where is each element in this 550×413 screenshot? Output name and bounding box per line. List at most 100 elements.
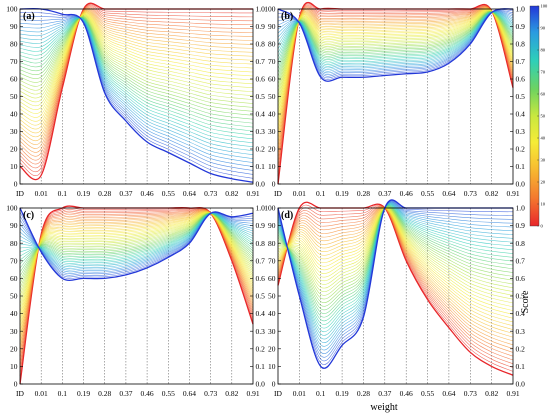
series-line bbox=[19, 207, 254, 281]
y2-tick-label: 0.4 bbox=[516, 110, 526, 119]
x-tick-label: 0.46 bbox=[400, 189, 413, 198]
y2-tick-label: 0.0 bbox=[256, 380, 266, 389]
x-tick-label: 0.19 bbox=[336, 189, 349, 198]
y-tick-label: 80 bbox=[10, 239, 18, 248]
x-tick-label: 0.37 bbox=[119, 189, 132, 198]
y-tick-label: 40 bbox=[10, 309, 18, 318]
x-tick-label: 0.55 bbox=[421, 189, 434, 198]
y2-tick-label: 0.3 bbox=[516, 327, 526, 336]
series-line bbox=[19, 8, 254, 153]
series-line bbox=[277, 5, 514, 169]
colorbar-tick-label: 20 bbox=[541, 180, 546, 185]
series-line bbox=[19, 16, 254, 167]
x-tick-label: 0.55 bbox=[162, 389, 175, 398]
series-line bbox=[19, 5, 254, 169]
series-line bbox=[277, 8, 514, 141]
y2-tick-label: 0.3 bbox=[516, 127, 526, 136]
series-line bbox=[277, 4, 514, 177]
x-tick-label: 0.73 bbox=[464, 389, 477, 398]
series-line bbox=[277, 11, 514, 89]
series-line bbox=[277, 11, 514, 77]
x-tick-label: ID bbox=[16, 389, 24, 398]
y-tick-label: 100 bbox=[264, 204, 276, 213]
x-tick-label: 0.1 bbox=[316, 189, 326, 198]
y2-tick-label: 0.3 bbox=[256, 127, 266, 136]
y2-tick-label: 0.2 bbox=[256, 145, 266, 154]
series-line bbox=[19, 17, 254, 124]
series-line bbox=[277, 204, 514, 325]
panel-label: (d) bbox=[281, 210, 293, 221]
panel-3: 0 10 20 30 40 50 60 70 80 90 100 0.0 0.1 0.2 0.3 0.4 0.5… bbox=[6, 204, 265, 398]
y-tick-label: 0 bbox=[272, 380, 276, 389]
series-line bbox=[19, 13, 254, 122]
series-line bbox=[277, 11, 514, 73]
y-tick-label: 10 bbox=[268, 162, 276, 171]
series-line bbox=[19, 210, 254, 357]
series-line bbox=[277, 11, 514, 70]
y2-tick-label: 0.9 bbox=[516, 22, 526, 31]
series-line bbox=[277, 11, 514, 65]
y-tick-label: 70 bbox=[10, 256, 18, 265]
panel-label: (a) bbox=[23, 11, 35, 22]
y-tick-label: 80 bbox=[10, 40, 18, 49]
series-line bbox=[277, 11, 514, 69]
series-line bbox=[277, 202, 514, 351]
y-tick-label: 80 bbox=[268, 40, 276, 49]
series-line bbox=[19, 17, 254, 128]
series-line bbox=[277, 9, 514, 79]
series-line bbox=[277, 11, 514, 69]
y2-tick-label: 0.8 bbox=[516, 239, 526, 248]
series-line bbox=[277, 11, 514, 67]
y-tick-label: 70 bbox=[268, 256, 276, 265]
series-line bbox=[19, 7, 254, 161]
series-line bbox=[19, 210, 254, 353]
colorbar-tick-label: 70 bbox=[541, 70, 546, 75]
series-line bbox=[19, 208, 254, 373]
series-line bbox=[19, 14, 254, 107]
y-tick-label: 20 bbox=[268, 145, 276, 154]
series-line bbox=[277, 207, 514, 296]
y-tick-label: 10 bbox=[10, 162, 18, 171]
y2-tick-label: 0.0 bbox=[256, 180, 266, 189]
series-line bbox=[19, 17, 254, 152]
series-line bbox=[277, 8, 514, 137]
y-tick-label: 60 bbox=[268, 75, 276, 84]
series-line bbox=[277, 205, 514, 322]
y-tick-label: 40 bbox=[268, 110, 276, 119]
y2-tick-label: 0.9 bbox=[256, 22, 266, 31]
colorbar-tick-label: 80 bbox=[541, 48, 546, 53]
series-line bbox=[19, 16, 254, 108]
x-tick-label: 0.91 bbox=[506, 189, 519, 198]
series-line bbox=[19, 15, 254, 175]
series-line bbox=[277, 206, 514, 303]
series-line bbox=[277, 7, 514, 149]
y-tick-label: 30 bbox=[10, 127, 18, 136]
series-line bbox=[19, 17, 254, 132]
y2-tick-label: 0.7 bbox=[256, 57, 266, 66]
panels: 01020304050607080901000.00.10.20.30.40.5… bbox=[6, 1, 526, 398]
y-tick-label: 60 bbox=[10, 75, 18, 84]
y2-tick-label: 0.1 bbox=[256, 162, 266, 171]
series-line bbox=[277, 202, 514, 347]
x-tick-label: 0.37 bbox=[378, 189, 391, 198]
y-tick-label: 20 bbox=[10, 344, 18, 353]
x-tick-label: 0.73 bbox=[204, 389, 217, 398]
y2-tick-label: 0.7 bbox=[516, 256, 526, 265]
y-tick-label: 70 bbox=[10, 57, 18, 66]
panel-label: (b) bbox=[281, 11, 293, 22]
series-line bbox=[19, 15, 254, 103]
x-tick-label: 0.46 bbox=[141, 189, 154, 198]
y2-tick-label: 0.9 bbox=[256, 221, 266, 230]
y-tick-label: 40 bbox=[10, 110, 18, 119]
x-tick-label: 0.28 bbox=[357, 189, 370, 198]
series-line bbox=[277, 10, 514, 113]
y-tick-label: 20 bbox=[268, 344, 276, 353]
series-line bbox=[277, 9, 514, 129]
y2-tick-label: 0.8 bbox=[256, 40, 266, 49]
x-tick-label: 0.46 bbox=[400, 389, 413, 398]
series-line bbox=[277, 207, 514, 304]
x-tick-label: 0.37 bbox=[119, 389, 132, 398]
x-tick-label: 0.19 bbox=[336, 389, 349, 398]
series-line bbox=[19, 14, 254, 110]
